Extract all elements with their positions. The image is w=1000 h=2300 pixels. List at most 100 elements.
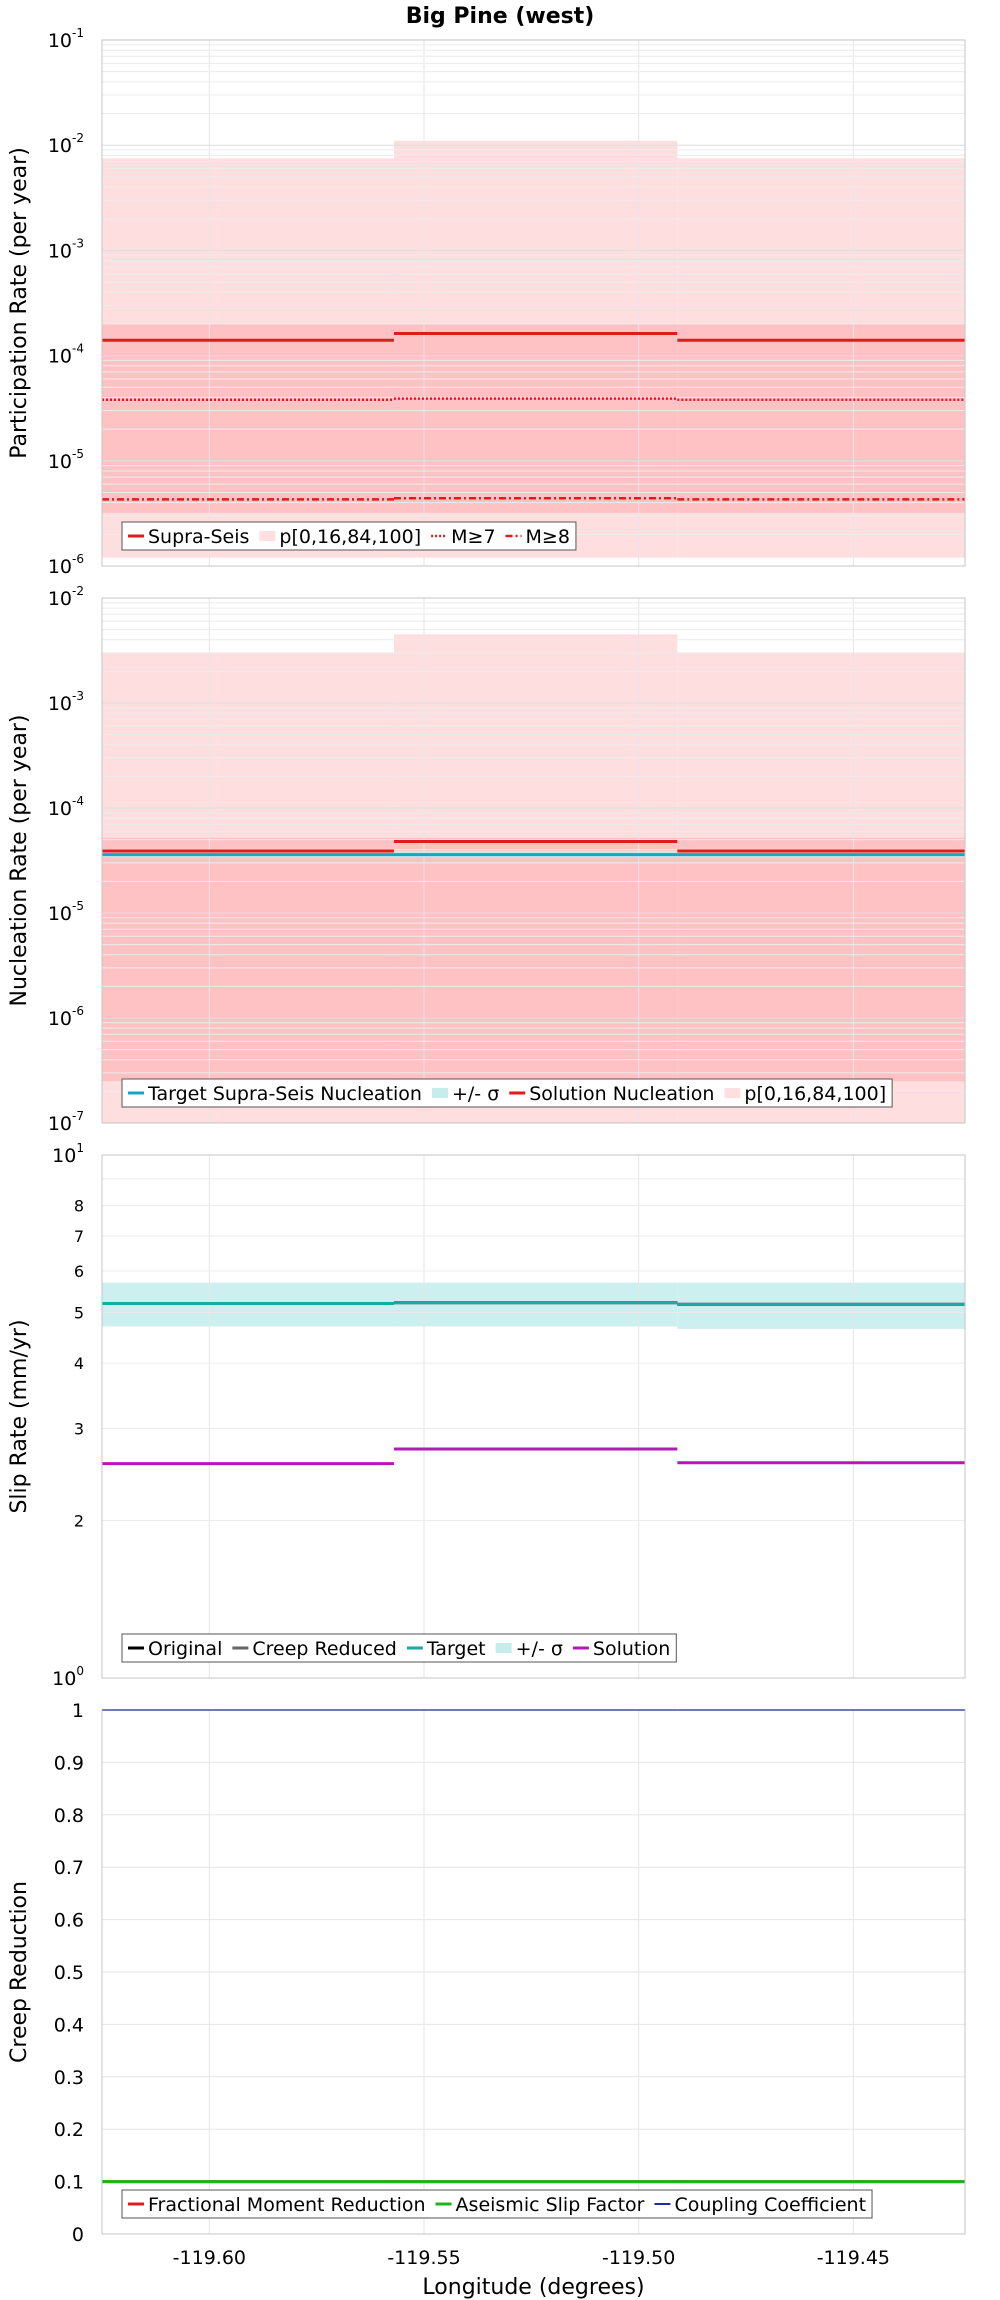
y-tick-label: 0.7 [54, 1857, 84, 1879]
y-tick-label: 10-2 [48, 131, 84, 157]
legend-item: +/- σ [431, 1083, 499, 1105]
grid [102, 598, 965, 1124]
y-tick-label: 7 [74, 1227, 84, 1246]
legend-label: Aseismic Slip Factor [456, 2194, 645, 2216]
y-tick-label: 10-5 [48, 447, 84, 473]
y-tick-label: 0 [72, 2224, 84, 2246]
band-inner-segment [677, 837, 965, 1082]
panels: 10-6 10-5 10-4 10-3 10-2 10-1 Participation Ra… [7, 26, 966, 2300]
y-tick-label: 0.4 [54, 2014, 84, 2036]
y-tick-label: 10-7 [48, 1109, 84, 1135]
legend-label: Coupling Coefficient [674, 2194, 866, 2216]
panel-nucleation: 10-7 10-6 10-5 10-4 10-3 10-2 Nucleation Rate … [7, 584, 966, 1135]
legend-item: Supra-Seis [128, 526, 249, 548]
legend-item: p[0,16,84,100] [724, 1083, 886, 1105]
legend-item: M≥8 [505, 526, 570, 548]
plot-frame [101, 597, 966, 1124]
legend-label: M≥7 [451, 526, 495, 548]
legend-label: Target [426, 1638, 486, 1660]
y-tick-label: 10-4 [48, 342, 84, 368]
legend-box [121, 521, 577, 551]
legend-item: M≥7 [431, 526, 496, 548]
y-tick-label: 10-2 [48, 584, 84, 610]
y-tick-label: 0.5 [54, 1962, 84, 1984]
y-tick-label: 10-3 [48, 236, 84, 262]
grid [102, 40, 965, 567]
legend-item: Aseismic Slip Factor [435, 2194, 645, 2216]
legend-label: M≥8 [526, 526, 570, 548]
legend-label: p[0,16,84,100] [744, 1083, 886, 1105]
plot-frame [101, 1709, 966, 2235]
legend-item: Target Supra-Seis Nucleation [128, 1083, 422, 1105]
legend-item: Target [406, 1638, 486, 1660]
y-tick-label: 0.2 [54, 2119, 84, 2141]
legend-item: Creep Reduced [232, 1638, 397, 1660]
legend-label: p[0,16,84,100] [279, 526, 421, 548]
legend-box [121, 1078, 893, 1108]
legend: Supra-Seis p[0,16,84,100] M≥7 M≥8 [121, 521, 577, 551]
y-tick-label: 3 [74, 1419, 84, 1438]
legend-swatch [495, 1643, 512, 1653]
legend: Original Creep Reduced Target +/- σ Solution [121, 1633, 677, 1663]
y-tick-label: 10-5 [48, 899, 84, 925]
y-tick-label: 2 [74, 1512, 84, 1531]
legend-item: p[0,16,84,100] [259, 526, 421, 548]
y-tick-label: 0.3 [54, 2067, 84, 2089]
y-axis-label: Nucleation Rate (per year) [7, 715, 32, 1007]
legend-label: Supra-Seis [148, 526, 249, 548]
y-tick-label: 10-6 [48, 552, 84, 578]
plot-frame [101, 1154, 966, 1679]
x-axis-label: Longitude (degrees) [422, 2275, 644, 2300]
y-tick-label: 100 [52, 1664, 84, 1690]
y-tick-label: 10-3 [48, 689, 84, 715]
y-tick-label: 10-1 [48, 26, 84, 52]
plot-area [102, 1155, 965, 1678]
legend: Target Supra-Seis Nucleation +/- σ Solutio… [121, 1078, 893, 1108]
band-inner-segment [393, 837, 678, 1082]
legend-item: +/- σ [495, 1638, 563, 1660]
legend-item: Original [128, 1638, 222, 1660]
x-tick-label: -119.50 [602, 2247, 675, 2269]
legend-item: Fractional Moment Reduction [128, 2194, 426, 2216]
y-tick-label: 0.8 [54, 1805, 84, 1827]
y-tick-label: 4 [74, 1354, 84, 1373]
legend-label: Original [148, 1638, 222, 1660]
legend-label: Solution [593, 1638, 670, 1660]
legend-item: Solution [572, 1638, 670, 1660]
y-tick-label: 101 [52, 1141, 84, 1167]
y-tick-label: 0.6 [54, 1910, 84, 1932]
y-axis-label: Participation Rate (per year) [7, 147, 32, 459]
legend-item: Coupling Coefficient [654, 2194, 866, 2216]
panel-participation: 10-6 10-5 10-4 10-3 10-2 10-1 Participation Ra… [7, 26, 966, 578]
panel-slip: 100 101 2 3 4 5 6 7 8 Slip Rate (mm/yr) Original Cr… [7, 1141, 966, 1690]
legend-label: +/- σ [516, 1638, 563, 1660]
plot-frame [101, 39, 966, 567]
legend: Fractional Moment Reduction Aseismic Slip… [121, 2189, 873, 2219]
y-tick-label: 6 [74, 1262, 84, 1281]
legend-label: Creep Reduced [252, 1638, 396, 1660]
y-tick-label: 1 [72, 1700, 84, 1722]
x-tick-label: -119.45 [817, 2247, 890, 2269]
y-axis-label: Creep Reduction [7, 1881, 32, 2063]
y-tick-label: 10-4 [48, 794, 84, 820]
x-tick-label: -119.60 [173, 2247, 246, 2269]
legend-swatch [259, 531, 276, 541]
legend-swatch [724, 1088, 741, 1098]
y-tick-label: 0.9 [54, 1752, 84, 1774]
legend-label: Target Supra-Seis Nucleation [147, 1083, 422, 1105]
band-sigma-segment [393, 1282, 678, 1327]
chart-title: Big Pine (west) [406, 4, 595, 29]
y-axis-label: Slip Rate (mm/yr) [7, 1319, 32, 1513]
band-inner-segment [102, 837, 394, 1082]
y-tick-label: 5 [74, 1303, 84, 1322]
legend-label: Solution Nucleation [529, 1083, 714, 1105]
legend-swatch [431, 1088, 448, 1098]
legend-label: +/- σ [452, 1083, 499, 1105]
legend-label: Fractional Moment Reduction [148, 2194, 426, 2216]
legend-item: Solution Nucleation [509, 1083, 714, 1105]
y-tick-label: 8 [74, 1197, 84, 1216]
y-tick-label: 10-6 [48, 1004, 84, 1030]
panel-creep: 0 0.1 0.2 0.3 0.4 0.5 0.6 0.7 0.8 0.9 1 Creep Reduc… [7, 1700, 966, 2300]
y-tick-label: 0.1 [54, 2172, 84, 2194]
